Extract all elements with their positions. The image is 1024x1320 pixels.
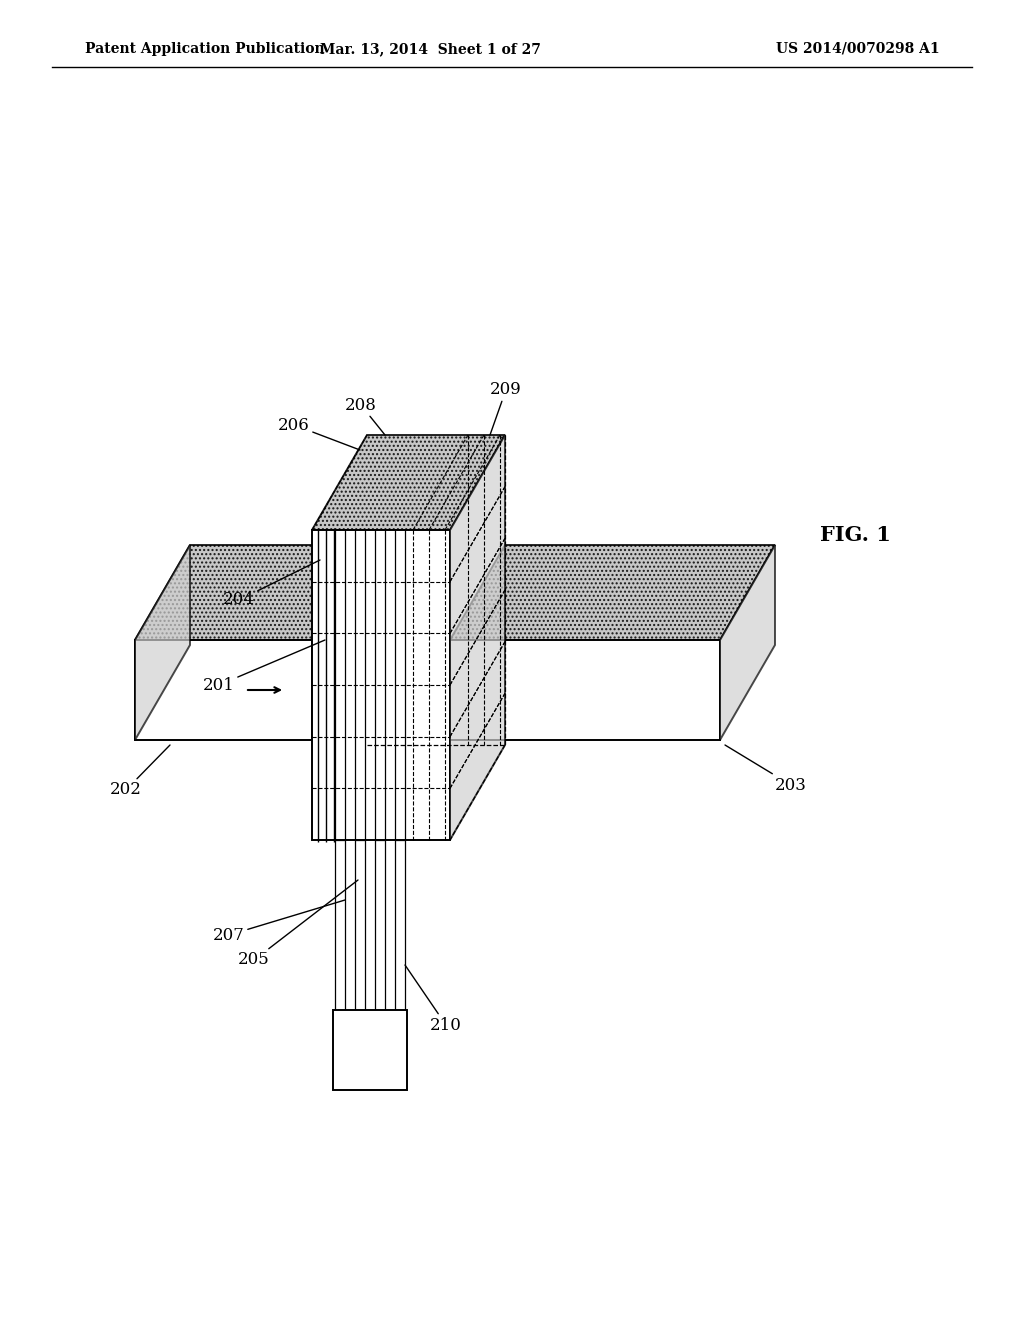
Text: 206: 206 [279, 417, 360, 450]
Polygon shape [312, 531, 450, 840]
Polygon shape [450, 640, 720, 741]
Text: 210: 210 [406, 965, 462, 1034]
Text: Patent Application Publication: Patent Application Publication [85, 42, 325, 55]
Text: US 2014/0070298 A1: US 2014/0070298 A1 [776, 42, 940, 55]
Text: 208: 208 [345, 396, 385, 436]
Polygon shape [135, 545, 190, 741]
Polygon shape [333, 1010, 407, 1090]
Polygon shape [395, 840, 406, 1010]
Polygon shape [720, 545, 775, 741]
Text: 205: 205 [239, 880, 358, 969]
Polygon shape [375, 840, 385, 1010]
Polygon shape [335, 840, 345, 1010]
Polygon shape [450, 436, 505, 840]
Text: 202: 202 [110, 744, 170, 799]
Text: 203: 203 [725, 744, 807, 793]
Text: 209: 209 [490, 381, 522, 436]
Text: FIG. 1: FIG. 1 [820, 525, 891, 545]
Text: 204: 204 [223, 560, 319, 609]
Polygon shape [135, 545, 367, 640]
Polygon shape [450, 545, 775, 640]
Polygon shape [355, 840, 365, 1010]
Text: 201: 201 [203, 640, 325, 693]
Text: Mar. 13, 2014  Sheet 1 of 27: Mar. 13, 2014 Sheet 1 of 27 [319, 42, 541, 55]
Polygon shape [312, 436, 505, 531]
Polygon shape [135, 640, 312, 741]
Text: 207: 207 [213, 900, 345, 944]
